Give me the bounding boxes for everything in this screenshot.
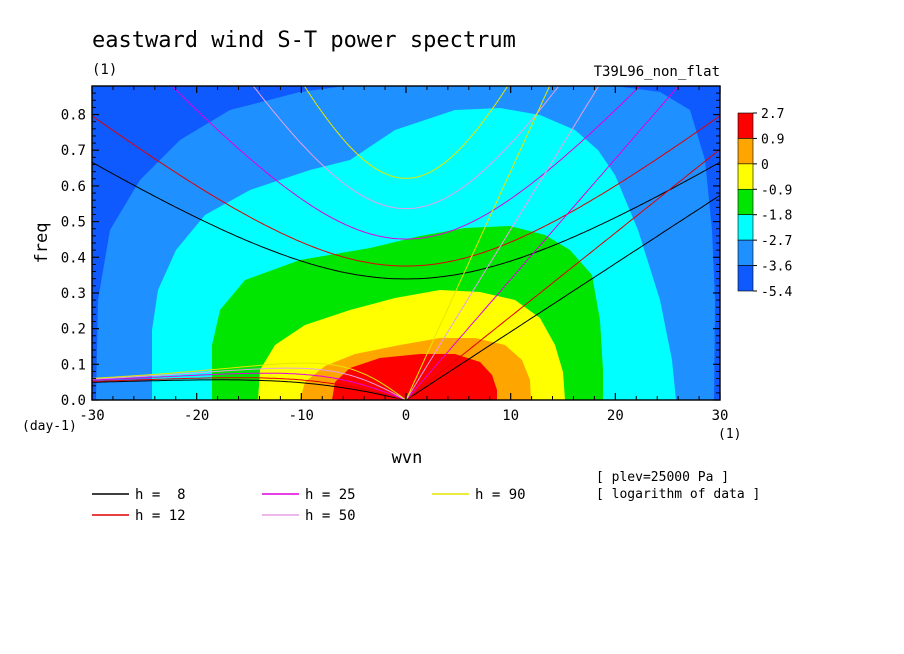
y-tick-label: 0.5 [61, 215, 86, 231]
annotation-plev: [ plev=25000 Pa ] [596, 470, 729, 485]
dispersion-curves [92, 86, 720, 400]
legend: h = 8 h = 12 h = 25 h = 50 h = 90 [92, 487, 526, 524]
dispersion-curve-rossby [92, 377, 407, 400]
chart-subtitle-right: T39L96_non_flat [594, 64, 720, 80]
dispersion-curve-ig [92, 161, 720, 280]
x-tick-label: -10 [289, 408, 314, 424]
dispersion-curve-rossby [92, 362, 407, 400]
colorbar-swatch [737, 138, 754, 165]
colorbar-label: 2.7 [761, 107, 784, 122]
axis-ticks: -30 -20 -10 0 10 20 30 0.0 0.1 0.2 0.3 0.4 0.5 0.6 0.7… [61, 86, 729, 424]
colorbar-label: 0.9 [761, 132, 784, 147]
colorbar-swatch [737, 163, 754, 190]
colorbar-label: -1.8 [761, 209, 792, 224]
legend-label: h = 90 [475, 487, 526, 503]
y-tick-label: 0.4 [61, 250, 86, 266]
dispersion-curve-kelvin [405, 86, 551, 400]
y-tick-label: 0.6 [61, 179, 86, 195]
y-tick-label: 0.3 [61, 286, 86, 302]
y-tick-label: 0.7 [61, 143, 86, 159]
colorbar-label: -2.7 [761, 234, 792, 249]
x-tick-label: 30 [712, 408, 729, 424]
dispersion-curve-rossby [92, 372, 407, 400]
dispersion-curve-ig [171, 86, 641, 240]
legend-label: h = 8 [135, 487, 186, 503]
y-axis-unit: (day-1) [22, 419, 77, 434]
dispersion-curve-kelvin [405, 194, 720, 400]
spectrum-fill [92, 86, 720, 400]
y-axis-label: freq [32, 223, 52, 264]
dispersion-curve-kelvin [405, 148, 720, 400]
colorbar-swatch [737, 265, 754, 292]
dispersion-curve-rossby [92, 367, 407, 400]
x-tick-label: 0 [402, 408, 410, 424]
y-tick-label: 0.1 [61, 357, 86, 373]
dispersion-curve-ig [252, 86, 560, 210]
colorbar-label: -5.4 [761, 285, 792, 300]
x-axis-unit: (1) [718, 427, 741, 442]
legend-label: h = 25 [305, 487, 356, 503]
dispersion-curve-kelvin [405, 86, 600, 400]
chart-title: eastward wind S-T power spectrum [92, 28, 516, 53]
x-tick-label: 10 [502, 408, 519, 424]
x-tick-label: -30 [79, 408, 104, 424]
colorbar-label: -0.9 [761, 183, 792, 198]
dispersion-curve-rossby [92, 379, 407, 400]
y-tick-label: 0.0 [61, 393, 86, 409]
colorbar-label: 0 [761, 158, 769, 173]
legend-label: h = 50 [305, 508, 356, 524]
colorbar-swatch [737, 214, 754, 241]
colorbar-swatch [737, 188, 754, 216]
x-axis-label: wvn [392, 448, 423, 468]
y-tick-label: 0.8 [61, 108, 86, 124]
dispersion-curve-ig [303, 86, 509, 179]
colorbar-swatch [737, 239, 754, 266]
dispersion-curve-ig [92, 115, 720, 267]
annotation-log: [ logarithm of data ] [596, 487, 760, 502]
dispersion-curve-kelvin [405, 86, 680, 400]
chart-subtitle-left: (1) [92, 62, 117, 78]
x-tick-label: 20 [607, 408, 624, 424]
colorbar-label: -3.6 [761, 260, 792, 275]
colorbar: 2.7 0.9 0 -0.9 -1.8 -2.7 -3.6 -5.4 [737, 107, 792, 300]
y-tick-label: 0.2 [61, 322, 86, 338]
x-tick-label: -20 [184, 408, 209, 424]
legend-label: h = 12 [135, 508, 186, 524]
colorbar-swatch [737, 112, 754, 139]
